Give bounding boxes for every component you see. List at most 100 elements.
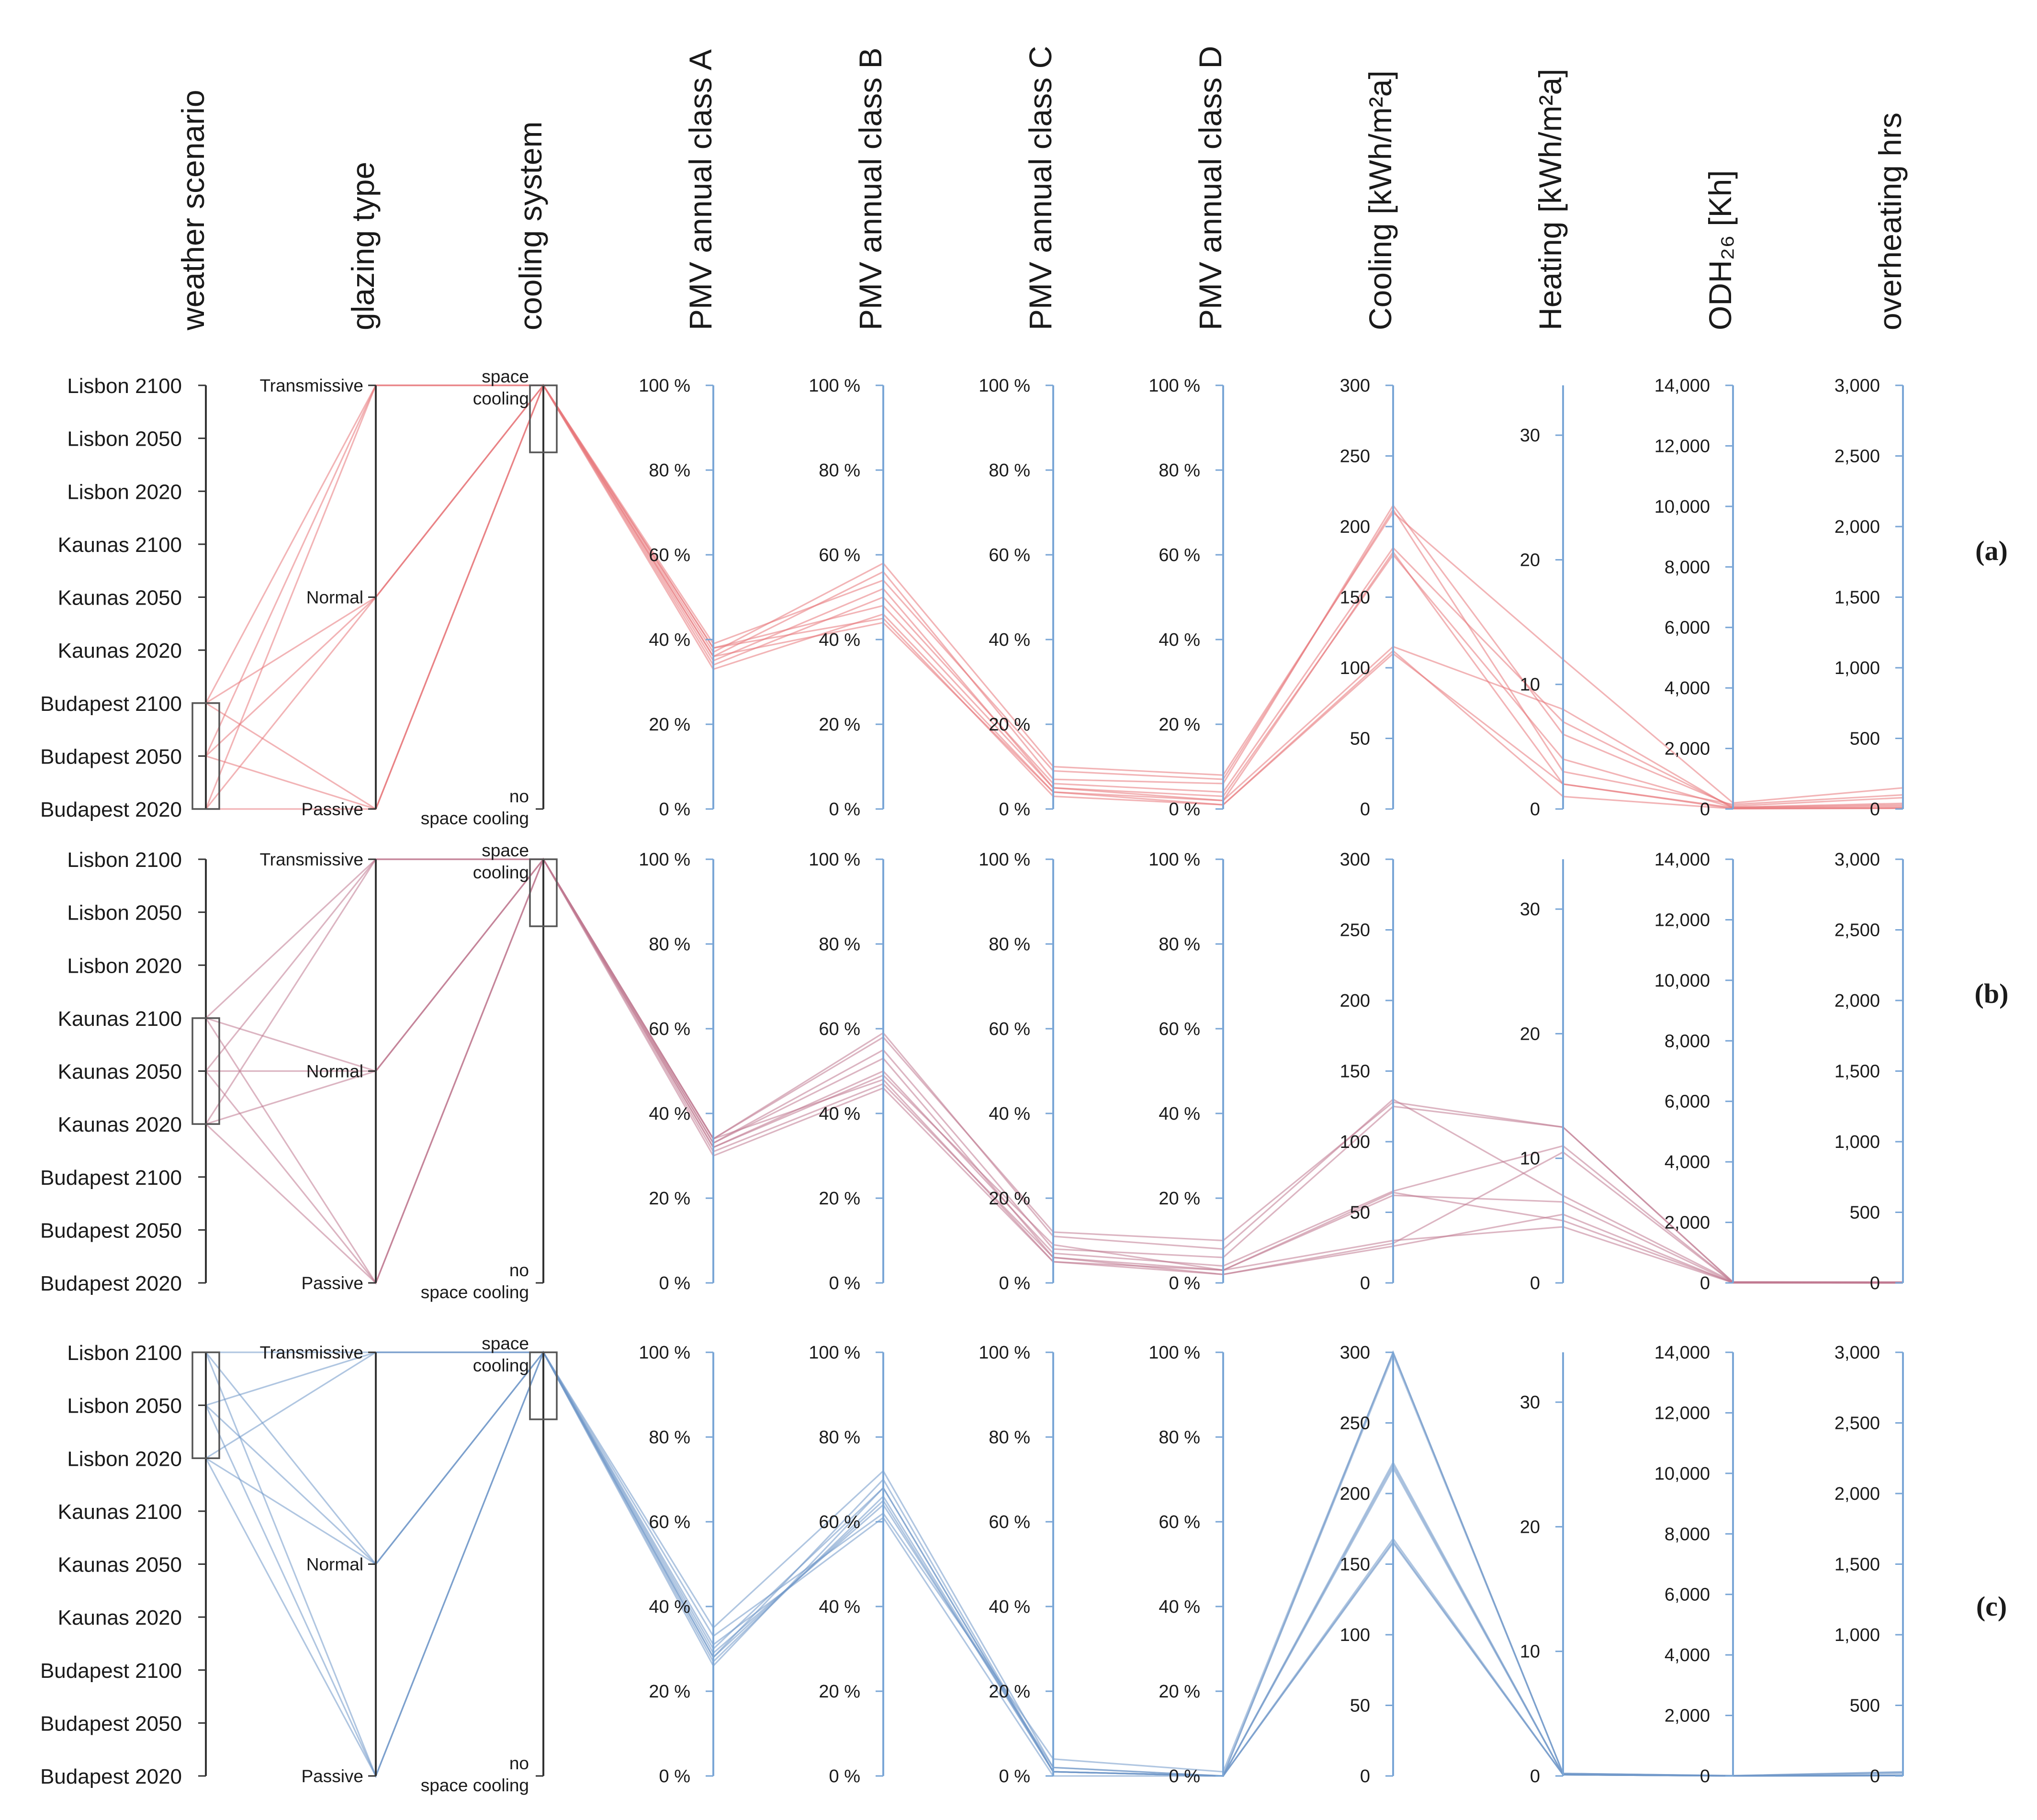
data-line-2-8 bbox=[205, 1350, 1903, 1778]
tick-label-ovh-1-3: 1,500 bbox=[1834, 1062, 1880, 1082]
cat-label-weather-0-1: Lisbon 2050 bbox=[67, 427, 182, 451]
tick-label-pmvB-1-4: 80 % bbox=[819, 934, 860, 955]
tick-label-pmvC-1-1: 20 % bbox=[989, 1189, 1030, 1209]
tick-label-cool-2-3: 150 bbox=[1340, 1555, 1370, 1575]
tick-label-cool-1-6: 300 bbox=[1340, 850, 1370, 870]
tick-label-odh-0-4: 8,000 bbox=[1665, 557, 1710, 577]
tick-label-heat-2-2: 20 bbox=[1520, 1517, 1540, 1537]
tick-label-pmvA-0-3: 60 % bbox=[649, 545, 690, 565]
cat-label-weather-0-4: Kaunas 2050 bbox=[58, 586, 182, 610]
data-line-2-0 bbox=[206, 1350, 1903, 1777]
cat-label-weather-0-0: Lisbon 2100 bbox=[67, 374, 182, 398]
tick-label-ovh-2-0: 0 bbox=[1870, 1766, 1880, 1786]
data-line-2-6 bbox=[205, 1351, 1903, 1777]
tick-label-pmvC-2-1: 20 % bbox=[989, 1682, 1030, 1702]
tick-label-odh-1-0: 0 bbox=[1700, 1273, 1710, 1293]
tick-label-pmvA-2-4: 80 % bbox=[649, 1427, 690, 1448]
tick-label-pmvC-0-5: 100 % bbox=[979, 376, 1030, 396]
cat-label-weather-2-1: Lisbon 2050 bbox=[67, 1394, 182, 1418]
cat-label-weather-0-8: Budapest 2020 bbox=[40, 798, 182, 821]
tick-label-pmvD-0-2: 40 % bbox=[1159, 630, 1200, 650]
data-line-1-2 bbox=[205, 857, 1903, 1285]
tick-label-pmvC-2-3: 60 % bbox=[989, 1512, 1030, 1532]
tick-label-odh-0-7: 14,000 bbox=[1654, 376, 1710, 396]
tick-label-ovh-0-5: 2,500 bbox=[1834, 447, 1880, 467]
tick-label-pmvD-0-3: 60 % bbox=[1159, 545, 1200, 565]
tick-label-ovh-0-2: 1,000 bbox=[1834, 658, 1880, 678]
cat-label-weather-1-7: Budapest 2050 bbox=[40, 1219, 182, 1242]
tick-label-pmvD-0-0: 0 % bbox=[1169, 799, 1200, 820]
tick-label-odh-1-1: 2,000 bbox=[1665, 1213, 1710, 1233]
cat-label-glazing-2-0: Transmissive bbox=[259, 1343, 363, 1362]
tick-label-pmvA-2-3: 60 % bbox=[649, 1512, 690, 1532]
panel-2-lines bbox=[205, 1350, 1903, 1778]
cat-label-cooling-1-0-0: space bbox=[482, 841, 529, 860]
cat-label-weather-2-3: Kaunas 2100 bbox=[58, 1500, 182, 1524]
tick-label-odh-0-0: 0 bbox=[1700, 799, 1710, 820]
cat-label-weather-2-5: Kaunas 2020 bbox=[58, 1606, 182, 1629]
tick-label-heat-0-3: 30 bbox=[1520, 426, 1540, 446]
tick-label-cool-1-1: 50 bbox=[1350, 1203, 1370, 1223]
tick-label-cool-2-5: 250 bbox=[1340, 1414, 1370, 1434]
tick-label-pmvD-1-2: 40 % bbox=[1159, 1104, 1200, 1124]
tick-label-pmvA-1-3: 60 % bbox=[649, 1019, 690, 1039]
tick-label-heat-2-3: 30 bbox=[1520, 1393, 1540, 1413]
tick-label-odh-2-6: 12,000 bbox=[1654, 1403, 1710, 1423]
data-line-2-7 bbox=[205, 1351, 1903, 1777]
tick-label-pmvA-0-4: 80 % bbox=[649, 461, 690, 481]
tick-label-cool-2-6: 300 bbox=[1340, 1343, 1370, 1363]
tick-label-odh-0-2: 4,000 bbox=[1665, 678, 1710, 698]
cat-label-weather-2-2: Lisbon 2020 bbox=[67, 1447, 182, 1471]
tick-label-pmvA-1-4: 80 % bbox=[649, 934, 690, 955]
tick-label-ovh-1-5: 2,500 bbox=[1834, 921, 1880, 941]
tick-label-pmvC-2-4: 80 % bbox=[989, 1427, 1030, 1448]
tick-label-pmvB-2-2: 40 % bbox=[819, 1597, 860, 1617]
cat-label-glazing-1-2: Passive bbox=[301, 1273, 363, 1293]
data-line-2-2 bbox=[205, 1350, 1903, 1778]
data-line-0-8 bbox=[206, 383, 1903, 810]
data-line-0-5 bbox=[205, 383, 1903, 810]
tick-label-odh-2-3: 6,000 bbox=[1665, 1585, 1710, 1605]
tick-label-cool-2-0: 0 bbox=[1360, 1766, 1370, 1786]
data-line-2-3 bbox=[205, 1351, 1903, 1777]
cat-label-cooling-1-1-0: no bbox=[509, 1260, 529, 1280]
tick-label-pmvC-1-4: 80 % bbox=[989, 934, 1030, 955]
tick-label-cool-0-2: 100 bbox=[1340, 658, 1370, 678]
tick-label-pmvC-0-1: 20 % bbox=[989, 715, 1030, 735]
tick-label-odh-2-0: 0 bbox=[1700, 1766, 1710, 1786]
tick-label-odh-1-3: 6,000 bbox=[1665, 1092, 1710, 1112]
tick-label-odh-1-2: 4,000 bbox=[1665, 1152, 1710, 1172]
tick-label-ovh-0-0: 0 bbox=[1870, 799, 1880, 820]
cat-label-weather-1-4: Kaunas 2050 bbox=[58, 1060, 182, 1084]
data-line-0-6 bbox=[205, 384, 1903, 809]
tick-label-pmvA-0-5: 100 % bbox=[639, 376, 690, 396]
data-line-1-8 bbox=[205, 857, 1903, 1284]
tick-label-pmvC-1-3: 60 % bbox=[989, 1019, 1030, 1039]
tick-label-ovh-1-1: 500 bbox=[1850, 1203, 1880, 1223]
tick-label-pmvB-2-4: 80 % bbox=[819, 1427, 860, 1448]
tick-label-cool-2-1: 50 bbox=[1350, 1696, 1370, 1716]
tick-label-ovh-0-4: 2,000 bbox=[1834, 517, 1880, 537]
tick-label-odh-0-1: 2,000 bbox=[1665, 739, 1710, 759]
cat-label-cooling-1-1-1: space cooling bbox=[421, 1282, 529, 1302]
brush-cooling-0 bbox=[529, 384, 558, 453]
tick-label-ovh-2-5: 2,500 bbox=[1834, 1414, 1880, 1434]
tick-label-ovh-0-3: 1,500 bbox=[1834, 588, 1880, 608]
panel-label-0: (a) bbox=[1975, 535, 2008, 566]
tick-label-pmvA-2-5: 100 % bbox=[639, 1343, 690, 1363]
cat-label-weather-2-6: Budapest 2100 bbox=[40, 1659, 182, 1683]
tick-label-ovh-2-2: 1,000 bbox=[1834, 1625, 1880, 1645]
tick-label-pmvB-1-5: 100 % bbox=[809, 850, 860, 870]
tick-label-odh-2-1: 2,000 bbox=[1665, 1706, 1710, 1726]
tick-label-ovh-2-6: 3,000 bbox=[1834, 1343, 1880, 1363]
tick-label-pmvA-2-1: 20 % bbox=[649, 1682, 690, 1702]
tick-label-pmvA-0-0: 0 % bbox=[659, 799, 690, 820]
tick-label-pmvD-0-5: 100 % bbox=[1148, 376, 1200, 396]
data-line-2-1 bbox=[205, 1351, 1903, 1777]
cat-label-glazing-0-1: Normal bbox=[306, 588, 363, 607]
tick-label-cool-1-2: 100 bbox=[1340, 1132, 1370, 1152]
tick-label-odh-0-3: 6,000 bbox=[1665, 618, 1710, 638]
tick-label-pmvB-0-1: 20 % bbox=[819, 715, 860, 735]
cat-label-weather-2-8: Budapest 2020 bbox=[40, 1765, 182, 1788]
